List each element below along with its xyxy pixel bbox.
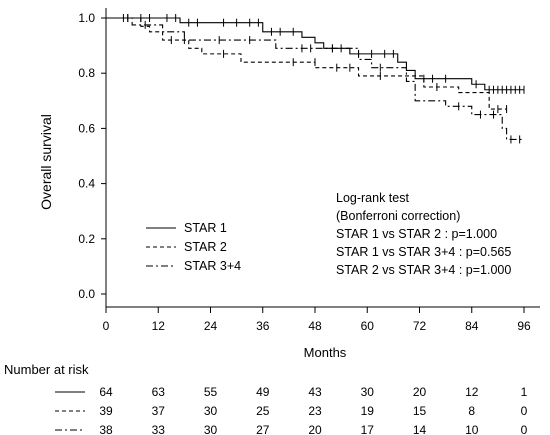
y-tick-label: 0.2 bbox=[78, 232, 95, 246]
annotation-line: STAR 2 vs STAR 3+4 : p=1.000 bbox=[336, 263, 511, 277]
annotation-line: Log-rank test bbox=[336, 191, 409, 205]
survival-curve-series-1 bbox=[106, 17, 524, 91]
risk-count: 14 bbox=[413, 423, 427, 435]
risk-count: 8 bbox=[468, 404, 475, 418]
risk-count: 1 bbox=[521, 385, 528, 399]
risk-count: 27 bbox=[256, 423, 270, 435]
risk-table-title: Number at risk bbox=[4, 362, 89, 377]
x-tick-label: 72 bbox=[413, 319, 427, 333]
risk-count: 30 bbox=[361, 385, 375, 399]
risk-count: 64 bbox=[99, 385, 113, 399]
risk-count: 30 bbox=[204, 423, 218, 435]
risk-count: 23 bbox=[308, 404, 322, 418]
y-tick-label: 0.0 bbox=[78, 287, 95, 301]
risk-count: 10 bbox=[465, 423, 479, 435]
risk-count: 49 bbox=[256, 385, 270, 399]
x-tick-label: 60 bbox=[361, 319, 375, 333]
annotation-line: STAR 1 vs STAR 2 : p=1.000 bbox=[336, 227, 497, 241]
x-tick-label: 24 bbox=[204, 319, 218, 333]
annotation-line: STAR 1 vs STAR 3+4 : p=0.565 bbox=[336, 245, 511, 259]
x-tick-label: 48 bbox=[308, 319, 322, 333]
y-tick-label: 1.0 bbox=[78, 11, 95, 25]
risk-count: 0 bbox=[521, 404, 528, 418]
series-layer bbox=[106, 17, 524, 140]
annotation-line: (Bonferroni correction) bbox=[336, 209, 460, 223]
risk-count: 12 bbox=[465, 385, 479, 399]
risk-count: 43 bbox=[308, 385, 322, 399]
risk-count: 20 bbox=[308, 423, 322, 435]
censor-marks-layer bbox=[122, 14, 525, 144]
risk-count: 33 bbox=[152, 423, 166, 435]
y-tick-label: 0.4 bbox=[78, 177, 95, 191]
legend-label: STAR 1 bbox=[184, 221, 227, 235]
x-tick-label: 36 bbox=[256, 319, 270, 333]
risk-count: 20 bbox=[413, 385, 427, 399]
x-tick-label: 12 bbox=[152, 319, 166, 333]
risk-count: 30 bbox=[204, 404, 218, 418]
x-axis-label: Months bbox=[304, 345, 347, 360]
legend-label: STAR 3+4 bbox=[184, 259, 241, 273]
risk-count: 0 bbox=[521, 423, 528, 435]
risk-count: 15 bbox=[413, 404, 427, 418]
risk-count: 25 bbox=[256, 404, 270, 418]
risk-table: Number at risk 64 63 55 49 43 30 20 12 1 39 37 30 25… bbox=[4, 362, 528, 435]
legend: STAR 1 STAR 2 STAR 3+4 bbox=[146, 221, 241, 273]
x-tick-label: 0 bbox=[103, 319, 110, 333]
legend-label: STAR 2 bbox=[184, 240, 227, 254]
risk-count: 63 bbox=[152, 385, 166, 399]
risk-count: 19 bbox=[361, 404, 375, 418]
plot-area: 0.0 0.2 0.4 0.6 0.8 1.0 0 12 24 36 48 60 72 84 96 bbox=[78, 8, 540, 333]
risk-count: 38 bbox=[99, 423, 113, 435]
log-rank-annotation: Log-rank test (Bonferroni correction) ST… bbox=[336, 191, 511, 277]
y-tick-label: 0.8 bbox=[78, 66, 95, 80]
axis-ticks: 0.0 0.2 0.4 0.6 0.8 1.0 0 12 24 36 48 60 72 84 96 bbox=[78, 11, 531, 333]
survival-curve-series-2 bbox=[106, 17, 507, 110]
x-tick-label: 96 bbox=[517, 319, 531, 333]
risk-table-rows: 64 63 55 49 43 30 20 12 1 39 37 30 25 23 19 15 8 0 38 33 30 2… bbox=[55, 385, 528, 435]
risk-count: 17 bbox=[361, 423, 375, 435]
y-axis-label: Overall survival bbox=[38, 114, 54, 210]
risk-count: 55 bbox=[204, 385, 218, 399]
risk-count: 39 bbox=[99, 404, 113, 418]
y-tick-label: 0.6 bbox=[78, 121, 95, 135]
x-tick-label: 84 bbox=[465, 319, 479, 333]
risk-count: 37 bbox=[152, 404, 166, 418]
survival-curve-series-3 bbox=[106, 17, 524, 140]
